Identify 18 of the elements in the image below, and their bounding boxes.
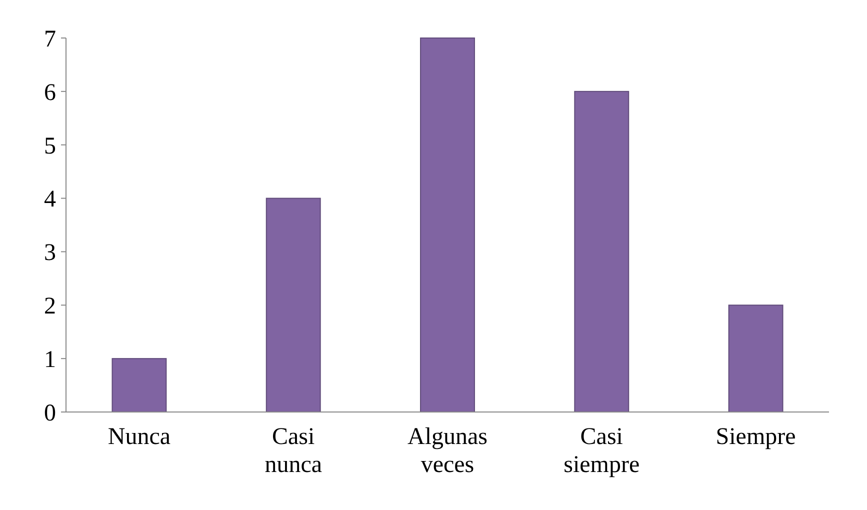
bar <box>266 198 321 412</box>
y-tick-label: 4 <box>44 186 56 213</box>
bar <box>112 358 167 412</box>
y-tick-label: 5 <box>44 133 56 160</box>
y-tick-label: 0 <box>44 400 56 426</box>
x-tick-label: Casi siempre <box>564 424 640 478</box>
x-tick-label: Algunas veces <box>408 424 488 478</box>
y-tick-label: 7 <box>44 26 56 52</box>
bar <box>574 90 630 412</box>
x-tick-label: Casi nunca <box>264 424 322 478</box>
x-tick-label: Siempre <box>716 424 796 450</box>
bar <box>420 38 475 412</box>
y-tick-label: 6 <box>44 80 56 106</box>
bar <box>728 304 784 412</box>
y-tick-label: 1 <box>44 346 56 373</box>
x-tick-label: Nunca <box>108 424 171 450</box>
y-tick-label: 3 <box>44 240 56 266</box>
y-tick-label: 2 <box>44 294 56 320</box>
